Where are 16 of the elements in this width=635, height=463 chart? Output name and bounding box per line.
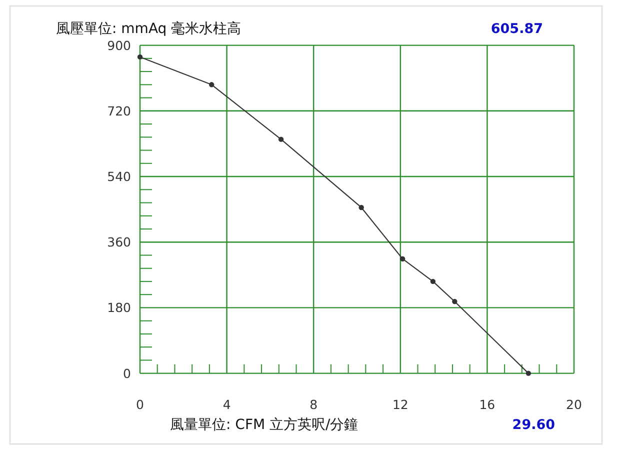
y-tick-label: 900 <box>107 38 131 53</box>
x-axis-title: 風量單位: CFM 立方英呎/分鐘 <box>170 417 358 433</box>
y-tick-label: 180 <box>107 300 131 316</box>
y-tick-label: 540 <box>107 169 131 184</box>
x-tick-label: 0 <box>136 397 144 412</box>
x-tick-label: 4 <box>222 397 231 412</box>
x-tick-label: 16 <box>479 397 496 412</box>
x-tick-label: 12 <box>392 397 408 412</box>
x-tick-label: 8 <box>310 397 318 412</box>
annotation: 29.60 <box>512 417 555 433</box>
y-axis-title: 風壓單位: mmAq 毫米水柱高 <box>56 21 242 37</box>
y-tick-label: 720 <box>107 103 131 118</box>
y-tick-label: 0 <box>123 366 131 381</box>
annotation: 605.87 <box>490 21 543 37</box>
x-tick-label: 20 <box>566 397 582 412</box>
y-tick-label: 360 <box>107 234 131 250</box>
